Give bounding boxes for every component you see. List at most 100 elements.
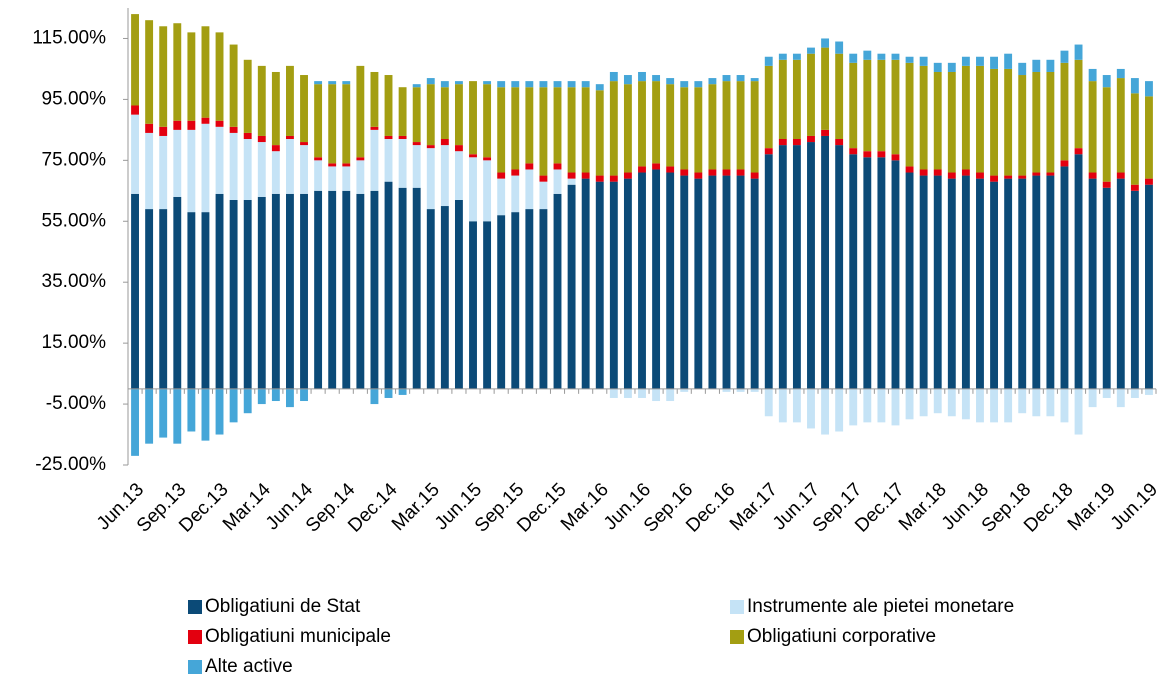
bar-segment bbox=[708, 169, 717, 176]
bar-segment bbox=[891, 154, 900, 161]
bar-segment bbox=[933, 388, 942, 414]
bar-segment bbox=[328, 166, 337, 191]
bar-segment bbox=[919, 175, 928, 389]
bar-segment bbox=[638, 166, 646, 173]
bar-segment bbox=[877, 388, 886, 423]
bar-segment bbox=[863, 151, 872, 158]
bar-segment bbox=[638, 81, 646, 167]
bar-segment bbox=[694, 172, 703, 179]
bar-segment bbox=[609, 181, 618, 389]
bar-segment bbox=[201, 388, 210, 441]
bar-segment bbox=[652, 388, 661, 402]
bar-segment bbox=[961, 56, 970, 66]
bar-segment bbox=[835, 139, 844, 146]
bar-segment bbox=[638, 172, 646, 389]
bar-segment bbox=[328, 84, 337, 164]
bar-segment bbox=[539, 81, 548, 88]
bar-segment bbox=[919, 56, 928, 66]
bar-segment bbox=[807, 135, 815, 143]
bar-segment bbox=[271, 193, 280, 389]
bar-segment bbox=[1145, 178, 1153, 185]
bar-segment bbox=[623, 84, 632, 173]
bar-segment bbox=[666, 388, 675, 402]
x-tick-label: Jun.19 bbox=[1107, 479, 1159, 534]
bar-segment bbox=[623, 388, 632, 398]
bar-segment bbox=[976, 65, 984, 173]
bar-segment bbox=[933, 71, 942, 170]
bar-segment bbox=[145, 123, 154, 133]
bar-segment bbox=[891, 59, 900, 155]
legend-label: Obligatiuni municipale bbox=[205, 626, 391, 647]
bar-segment bbox=[1074, 154, 1083, 389]
bar-segment bbox=[342, 84, 351, 164]
bar-segment bbox=[426, 145, 435, 149]
bar-segment bbox=[412, 84, 421, 88]
bar-segment bbox=[286, 388, 294, 408]
bar-segment bbox=[736, 75, 745, 82]
bar-segment bbox=[581, 81, 590, 88]
bar-segment bbox=[877, 157, 886, 389]
bar-segment bbox=[680, 87, 689, 170]
bar-segment bbox=[370, 71, 379, 127]
bar-segment bbox=[792, 53, 801, 60]
bar-segment bbox=[567, 184, 576, 389]
bar-segment bbox=[1004, 388, 1013, 423]
bar-segment bbox=[370, 190, 379, 389]
bar-segment bbox=[328, 190, 337, 389]
bar-segment bbox=[356, 157, 365, 161]
bar-segment bbox=[440, 81, 449, 88]
bar-segment bbox=[849, 388, 858, 426]
bar-segment bbox=[497, 178, 506, 216]
bar-segment bbox=[778, 59, 787, 140]
bar-segment bbox=[1145, 96, 1153, 179]
bar-segment bbox=[131, 388, 139, 456]
legend-swatch bbox=[188, 600, 202, 614]
bar-segment bbox=[314, 160, 323, 191]
bar-segment bbox=[145, 388, 154, 444]
bar-segment bbox=[1116, 388, 1125, 408]
bar-segment bbox=[623, 172, 632, 179]
bar-segment bbox=[849, 62, 858, 149]
bar-segment bbox=[286, 135, 294, 140]
bar-segment bbox=[821, 129, 830, 136]
bar-segment bbox=[919, 388, 928, 417]
bar-segment bbox=[300, 193, 308, 389]
bar-segment bbox=[1074, 59, 1083, 149]
bar-segment bbox=[483, 81, 492, 85]
bar-segment bbox=[1088, 68, 1097, 82]
bar-segment bbox=[243, 59, 252, 133]
bar-segment bbox=[1060, 160, 1069, 167]
y-tick-label: 115.00% bbox=[32, 27, 106, 48]
bar-segment bbox=[947, 172, 956, 179]
bar-segment bbox=[1116, 178, 1125, 389]
bar-segment bbox=[905, 62, 914, 167]
bar-segment bbox=[229, 388, 238, 423]
bar-segment bbox=[257, 196, 266, 389]
bar-segment bbox=[384, 139, 393, 182]
bar-segment bbox=[539, 87, 548, 176]
bar-segment bbox=[933, 175, 942, 389]
bar-segment bbox=[821, 388, 830, 435]
x-tick-label: Mar.16 bbox=[557, 479, 613, 535]
bar-segment bbox=[342, 81, 351, 85]
bar-segment bbox=[609, 175, 618, 182]
bar-segment bbox=[483, 157, 492, 161]
bar-segment bbox=[131, 14, 139, 106]
bar-segment bbox=[159, 135, 168, 210]
bar-segment bbox=[145, 132, 154, 210]
bar-segment bbox=[821, 135, 830, 389]
bar-segment bbox=[398, 388, 407, 395]
bar-segment bbox=[1102, 87, 1111, 182]
bar-segment bbox=[708, 84, 717, 170]
bar-segment bbox=[159, 388, 168, 438]
bar-segment bbox=[328, 163, 337, 167]
bar-segment bbox=[1102, 75, 1111, 88]
bar-segment bbox=[905, 172, 914, 389]
bar-segment bbox=[877, 53, 886, 60]
bar-segment bbox=[553, 169, 562, 194]
bar-segment bbox=[229, 126, 238, 133]
bar-segment bbox=[990, 181, 998, 389]
bar-segment bbox=[454, 84, 463, 146]
bar-segment bbox=[1145, 388, 1153, 395]
legend-label: Obligatiuni corporative bbox=[747, 626, 936, 647]
